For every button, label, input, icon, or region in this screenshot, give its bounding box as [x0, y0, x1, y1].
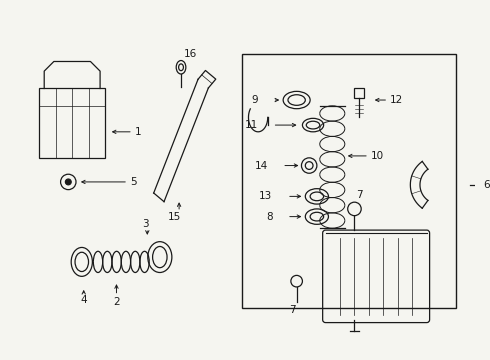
- Text: 3: 3: [142, 219, 148, 229]
- Text: 7: 7: [356, 190, 363, 201]
- Bar: [39, 89, 105, 158]
- Text: 5: 5: [130, 177, 137, 187]
- Bar: [354, 89, 364, 98]
- Text: 9: 9: [251, 95, 258, 105]
- Text: 14: 14: [254, 161, 268, 171]
- Text: 10: 10: [371, 151, 384, 161]
- Text: 11: 11: [245, 120, 258, 130]
- Text: 1: 1: [135, 127, 142, 137]
- Text: 2: 2: [113, 297, 120, 307]
- Text: 7: 7: [290, 305, 296, 315]
- Text: 6: 6: [484, 180, 490, 190]
- Circle shape: [65, 179, 71, 185]
- Text: 8: 8: [266, 212, 272, 222]
- Bar: [242, 54, 456, 308]
- Text: 16: 16: [184, 49, 197, 59]
- Text: 12: 12: [390, 95, 403, 105]
- Text: 15: 15: [168, 212, 181, 222]
- Text: 4: 4: [80, 296, 87, 305]
- Text: 13: 13: [259, 192, 272, 201]
